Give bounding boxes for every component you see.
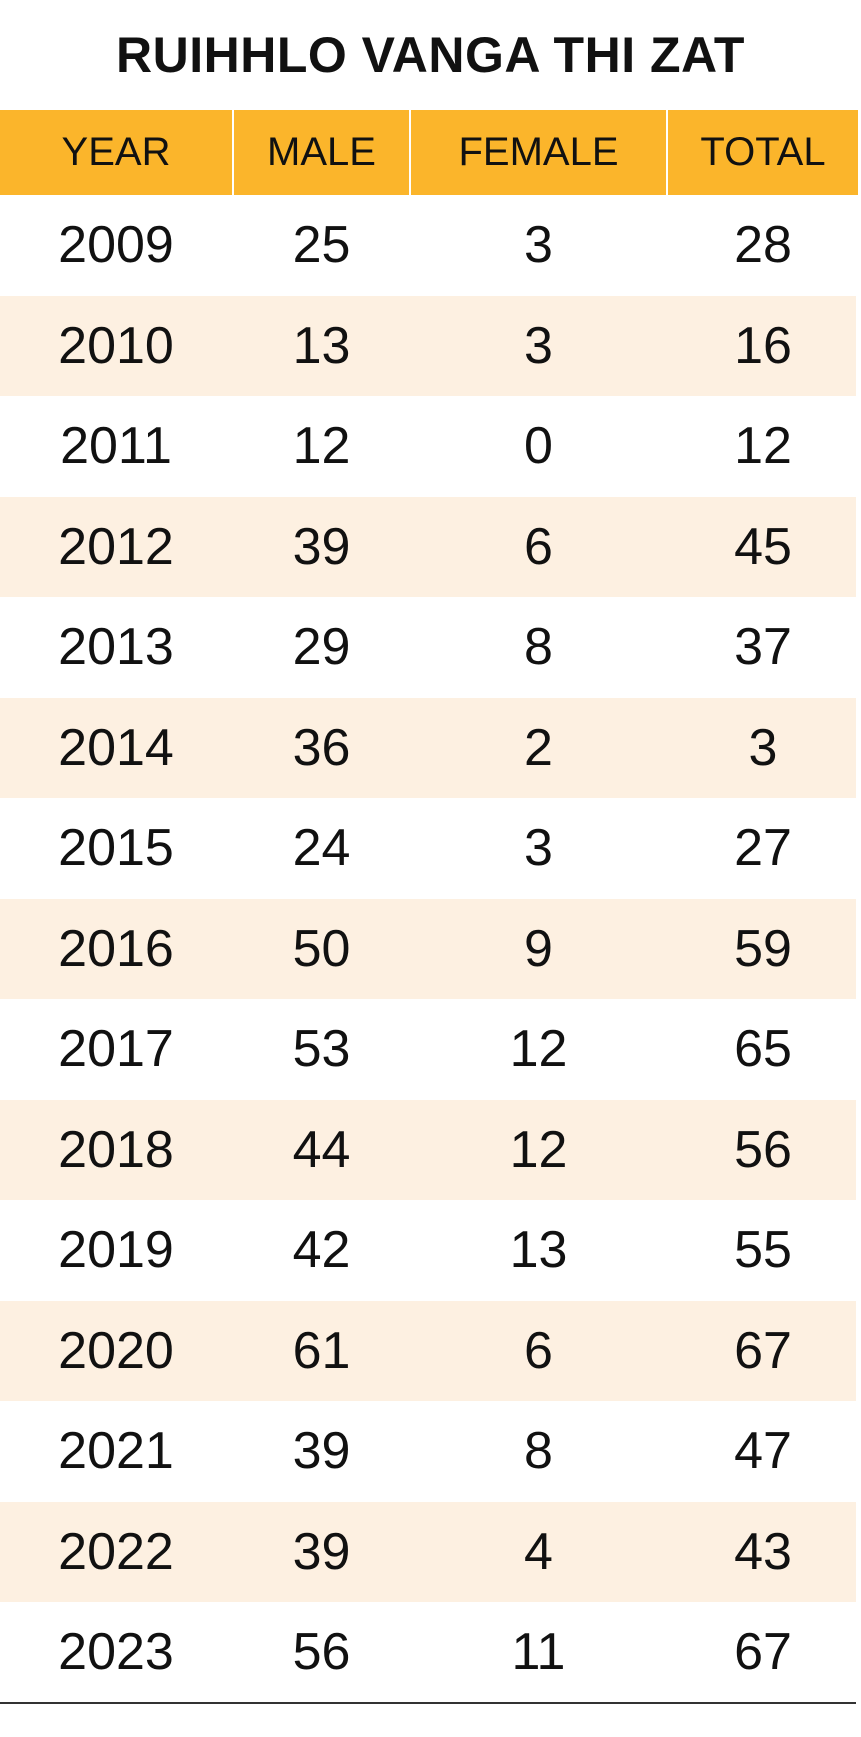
table-row: 2014 36 2 3 bbox=[0, 697, 856, 798]
table-cell: 2014 bbox=[58, 718, 174, 777]
table: YEAR MALE FEMALE TOTAL 2009 25 3 28 2010 13 3 16 201… bbox=[0, 110, 858, 1703]
table-row: 2018 44 12 56 bbox=[0, 1099, 856, 1200]
table-cell: 13 bbox=[292, 316, 351, 375]
table-cell: 56 bbox=[292, 1623, 351, 1682]
table-cell: 37 bbox=[734, 618, 792, 677]
table-cell: 13 bbox=[509, 1221, 568, 1280]
table-row: 2023 56 11 67 bbox=[0, 1602, 856, 1703]
table-cell: 2019 bbox=[58, 1221, 174, 1280]
table-cell: 2017 bbox=[58, 1020, 174, 1079]
table-cell: 25 bbox=[292, 216, 351, 275]
table-cell: 43 bbox=[734, 1522, 792, 1581]
table-cell: 65 bbox=[734, 1020, 792, 1079]
table-cell: 44 bbox=[292, 1120, 351, 1179]
table-cell: 2009 bbox=[58, 216, 174, 275]
table-cell: 6 bbox=[524, 1321, 553, 1380]
table-cell: 2018 bbox=[58, 1120, 174, 1179]
table-cell: 12 bbox=[509, 1120, 568, 1179]
table-row: 2015 24 3 27 bbox=[0, 798, 856, 899]
table-cell: 6 bbox=[524, 517, 553, 576]
table-cell: 2016 bbox=[58, 919, 174, 978]
table-cell: 3 bbox=[524, 819, 553, 878]
table-cell: 2020 bbox=[58, 1321, 174, 1380]
header-cell: MALE bbox=[234, 110, 409, 195]
table-row: 2011 12 0 12 bbox=[0, 396, 856, 497]
header-cell: YEAR bbox=[0, 110, 232, 195]
table-cell: 2012 bbox=[58, 517, 174, 576]
table-cell: 61 bbox=[292, 1321, 351, 1380]
table-row: 2013 29 8 37 bbox=[0, 597, 856, 698]
table-cell: 8 bbox=[524, 1422, 553, 1481]
table-cell: 67 bbox=[734, 1623, 792, 1682]
table-row: 2019 42 13 55 bbox=[0, 1200, 856, 1301]
table-row: 2021 39 8 47 bbox=[0, 1401, 856, 1502]
table-row: 2010 13 3 16 bbox=[0, 295, 856, 396]
table-cell: 2013 bbox=[58, 618, 174, 677]
table-cell: 11 bbox=[511, 1623, 566, 1682]
table-row: 2009 25 3 28 bbox=[0, 195, 856, 296]
table-row: 2017 53 12 65 bbox=[0, 999, 856, 1100]
table-cell: 67 bbox=[734, 1321, 792, 1380]
table-cell: 9 bbox=[524, 919, 553, 978]
table-cell: 29 bbox=[292, 618, 351, 677]
table-row: 2016 50 9 59 bbox=[0, 898, 856, 999]
table-cell: 2021 bbox=[58, 1422, 174, 1481]
table-cell: 4 bbox=[524, 1522, 553, 1581]
table-cell: 2015 bbox=[58, 819, 174, 878]
table-cell: 16 bbox=[734, 316, 792, 375]
table-cell: 2022 bbox=[58, 1522, 174, 1581]
table-cell: 2023 bbox=[58, 1623, 174, 1682]
header-cell: FEMALE bbox=[411, 110, 666, 195]
table-cell: 12 bbox=[509, 1020, 568, 1079]
table-cell: 56 bbox=[734, 1120, 792, 1179]
table-cell: 55 bbox=[734, 1221, 792, 1280]
table-cell: 2 bbox=[524, 718, 553, 777]
table-row: 2022 39 4 43 bbox=[0, 1501, 856, 1602]
table-cell: 27 bbox=[734, 819, 792, 878]
table-cell: 42 bbox=[292, 1221, 351, 1280]
header-row: YEAR MALE FEMALE TOTAL bbox=[0, 110, 858, 195]
table-cell: 36 bbox=[292, 718, 351, 777]
table-cell: 24 bbox=[292, 819, 351, 878]
table-cell: 50 bbox=[292, 919, 351, 978]
table-cell: 8 bbox=[524, 618, 553, 677]
table-cell: 12 bbox=[734, 417, 792, 476]
table-cell: 3 bbox=[524, 316, 553, 375]
table-cell: 3 bbox=[524, 216, 553, 275]
table-cell: 0 bbox=[524, 417, 553, 476]
table-cell: 39 bbox=[292, 1522, 351, 1581]
table-cell: 28 bbox=[734, 216, 792, 275]
title: RUIHHLO VANGA THI ZAT bbox=[116, 27, 745, 83]
table-cell: 3 bbox=[748, 718, 778, 777]
table-cell: 53 bbox=[292, 1020, 351, 1079]
table-cell: 12 bbox=[292, 417, 351, 476]
table-row: 2012 39 6 45 bbox=[0, 496, 856, 597]
header-cell: TOTAL bbox=[668, 110, 858, 195]
table-cell: 47 bbox=[734, 1422, 792, 1481]
table-cell: 39 bbox=[292, 517, 351, 576]
bottom-rule bbox=[0, 1702, 856, 1704]
table-cell: 2011 bbox=[60, 417, 172, 476]
table-row: 2020 61 6 67 bbox=[0, 1300, 856, 1401]
table-cell: 45 bbox=[734, 517, 792, 576]
table-cell: 2010 bbox=[58, 316, 174, 375]
table-cell: 39 bbox=[292, 1422, 351, 1481]
table-cell: 59 bbox=[734, 919, 792, 978]
